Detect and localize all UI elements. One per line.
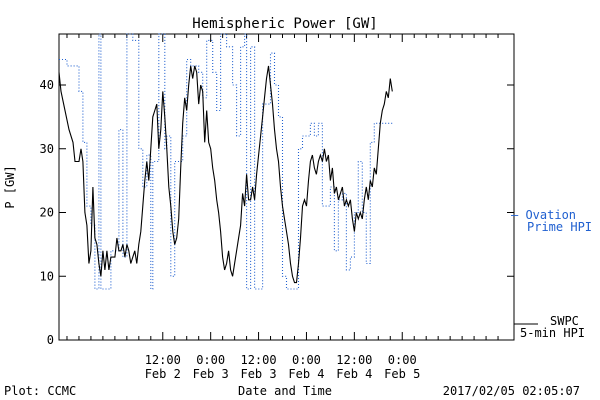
x-tick-date-label: Feb 3 xyxy=(240,367,276,381)
x-tick-date-label: Feb 4 xyxy=(288,367,324,381)
x-tick-time-label: 0:00 xyxy=(292,353,321,367)
plot-timestamp: 2017/02/05 02:05:07 xyxy=(443,384,580,398)
y-tick-label: 10 xyxy=(40,269,54,283)
series-line-ovation-prime xyxy=(59,33,393,290)
x-axis-label: Date and Time xyxy=(238,384,332,398)
x-tick-date-label: Feb 4 xyxy=(336,367,372,381)
legend-swpc-label: SWPC xyxy=(550,314,579,328)
x-tick-time-label: 12:00 xyxy=(145,353,181,367)
legend-ovation-label-2: Prime HPI xyxy=(527,220,592,234)
y-axis: 0 10 20 30 40 xyxy=(40,78,514,347)
y-tick-label: 40 xyxy=(40,78,54,92)
y-tick-label: 20 xyxy=(40,206,54,220)
legend-swpc-label-2: 5-min HPI xyxy=(520,326,585,340)
legend-ovation-label: — Ovation xyxy=(511,208,576,222)
y-tick-label: 0 xyxy=(47,333,54,347)
x-tick-date-label: Feb 3 xyxy=(193,367,229,381)
plot-credit: Plot: CCMC xyxy=(4,384,76,398)
plot-frame xyxy=(58,33,515,341)
chart-title: Hemispheric Power [GW] xyxy=(192,16,377,32)
x-tick-time-label: 0:00 xyxy=(196,353,225,367)
x-tick-time-label: 12:00 xyxy=(240,353,276,367)
y-tick-label: 30 xyxy=(40,142,54,156)
x-tick-time-label: 0:00 xyxy=(388,353,417,367)
x-tick-date-label: Feb 5 xyxy=(384,367,420,381)
y-axis-label: P [GW] xyxy=(3,165,17,208)
series-line-swpc xyxy=(58,65,393,284)
x-tick-date-label: Feb 2 xyxy=(145,367,181,381)
x-tick-time-label: 12:00 xyxy=(336,353,372,367)
